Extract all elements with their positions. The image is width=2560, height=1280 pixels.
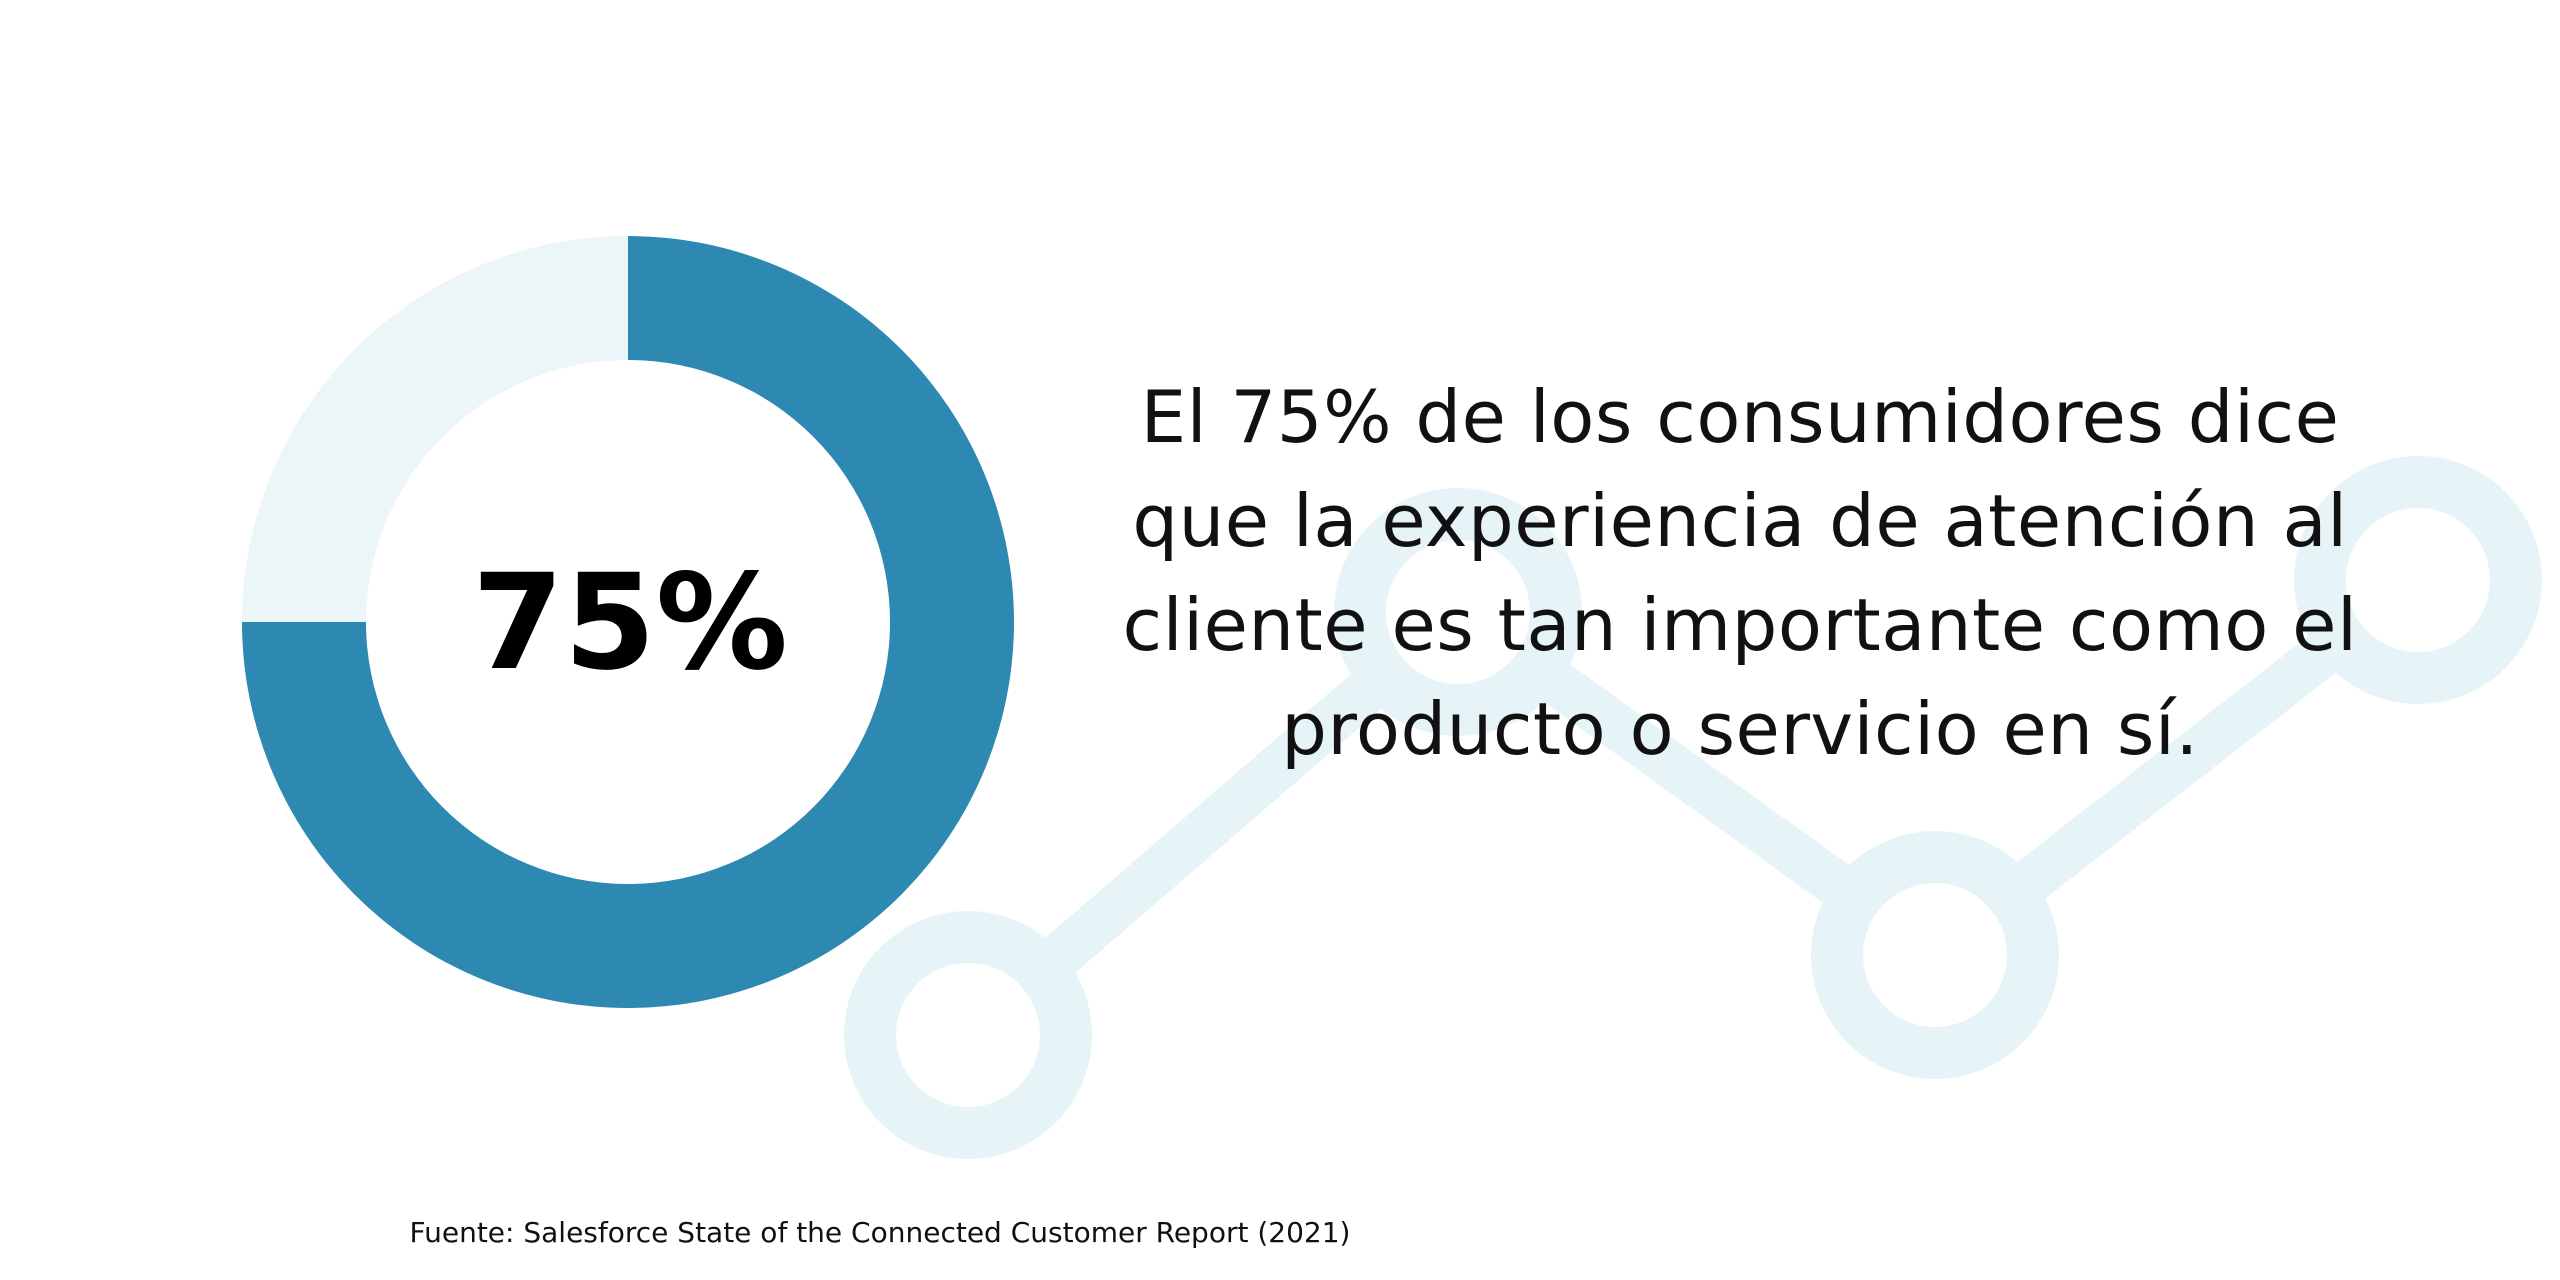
headline-text: El 75% de los consumidores dice que la e… [1080,365,2400,781]
line-graph-icon [844,456,2542,1159]
decor-node [1811,831,2059,1079]
headline-line-4: producto o servicio en sí. [1281,687,2199,771]
decor-segment [1524,650,1869,917]
decor-segment [1998,621,2355,914]
decor-segment [1027,658,1399,989]
center-value-label: 75% [472,546,788,700]
headline-line-1: El 75% de los consumidores dice [1140,375,2340,459]
donut-chart [242,236,1014,1008]
donut-slice-1 [242,236,1014,1008]
donut-slice-2 [242,236,628,622]
source-citation: Fuente: Salesforce State of the Connecte… [409,1216,1351,1249]
decor-node [2294,456,2542,704]
decor-node [844,911,1092,1159]
headline-line-2: que la experiencia de atención al [1132,479,2348,563]
headline-line-3: cliente es tan importante como el [1122,583,2358,667]
decor-node [1334,488,1582,736]
